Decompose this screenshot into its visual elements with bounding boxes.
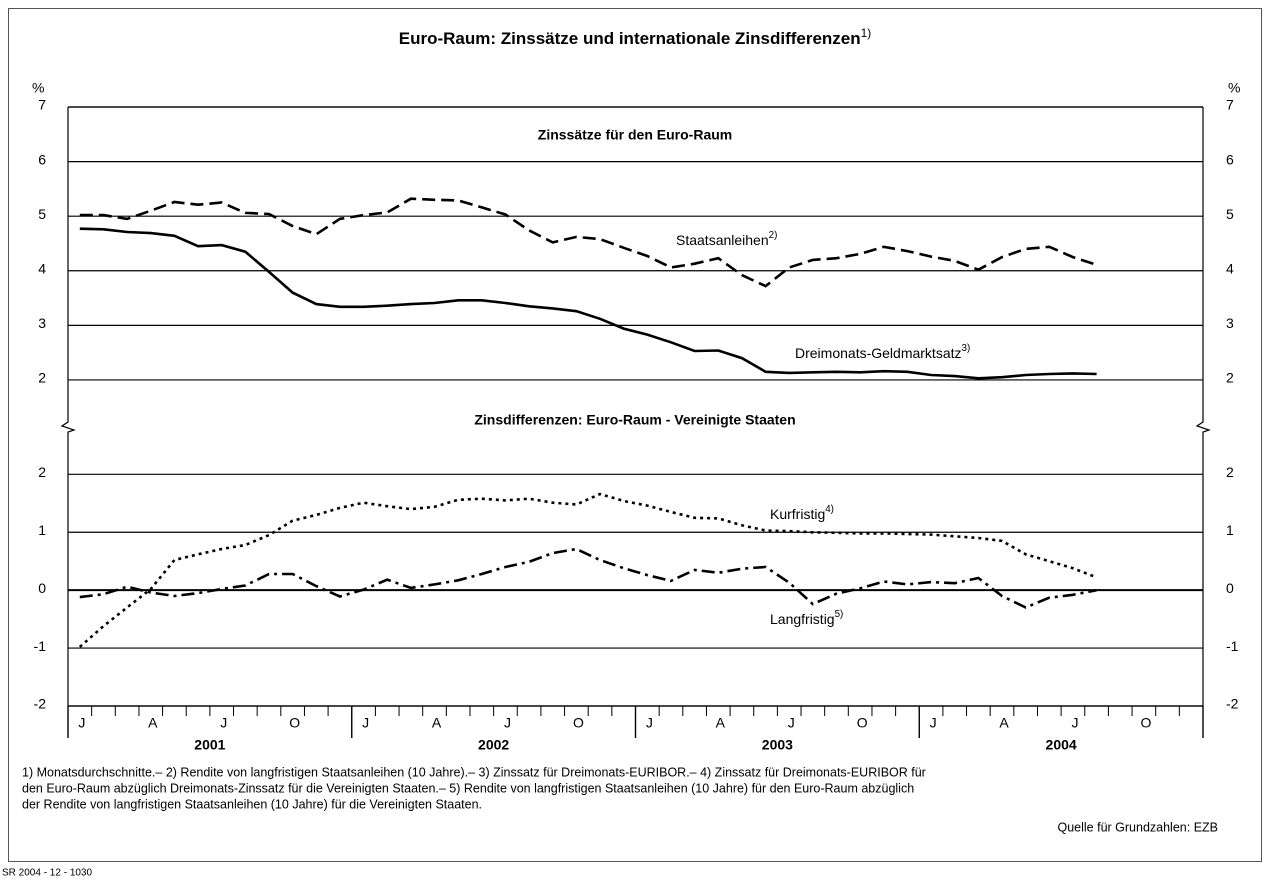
y-tick-label: 6 — [38, 151, 46, 167]
x-tick-label: J — [362, 715, 369, 731]
x-tick-label: A — [148, 715, 158, 731]
chart-title-note: 1) — [861, 26, 872, 40]
y-tick-label: 2 — [38, 370, 46, 386]
x-tick-label: O — [289, 715, 300, 731]
series-line — [78, 492, 1098, 648]
panel-title: Zinsdifferenzen: Euro-Raum - Vereinigte … — [474, 412, 795, 428]
unit-left: % — [32, 80, 44, 96]
series-label-text: Staatsanleihen — [676, 232, 769, 248]
series-label-note: 3) — [962, 343, 971, 354]
series-label: Staatsanleihen2) — [676, 230, 777, 248]
x-tick-label: A — [432, 715, 442, 731]
series-line — [79, 227, 1097, 380]
footnote: der Rendite von langfristigen Staatsanle… — [22, 797, 482, 811]
y-tick-label: 0 — [1226, 580, 1234, 596]
x-tick-label: J — [646, 715, 653, 731]
chart-title: Euro-Raum: Zinssätze und internationale … — [399, 26, 872, 48]
y-tick-label: 0 — [38, 580, 46, 596]
frame — [8, 8, 1262, 862]
series-label: Dreimonats-Geldmarktsatz3) — [795, 343, 970, 361]
x-tick-label: O — [573, 715, 584, 731]
x-tick-label: A — [716, 715, 726, 731]
y-tick-label: -1 — [34, 638, 47, 654]
y-tick-label: -2 — [34, 696, 47, 712]
series-label-text: Dreimonats-Geldmarktsatz — [795, 345, 962, 361]
y-tick-label: 2 — [1226, 370, 1234, 386]
y-tick-label: 2 — [38, 464, 46, 480]
axis-line — [1195, 107, 1211, 706]
x-tick-label: J — [1071, 715, 1078, 731]
y-tick-label: 2 — [1226, 464, 1234, 480]
x-tick-label: A — [999, 715, 1009, 731]
series-line — [79, 547, 1097, 609]
y-tick-label: 3 — [38, 315, 46, 331]
y-tick-label: 7 — [38, 97, 46, 113]
x-tick-label: O — [857, 715, 868, 731]
year-label: 2002 — [478, 737, 509, 753]
y-tick-label: -2 — [1226, 696, 1239, 712]
series-label: Kurfristig4) — [770, 504, 834, 522]
series-label-text: Langfristig — [770, 611, 835, 627]
x-tick-label: J — [78, 715, 85, 731]
series-label-text: Kurfristig — [770, 506, 825, 522]
panel-title: Zinssätze für den Euro-Raum — [538, 127, 732, 143]
x-tick-label: O — [1140, 715, 1151, 731]
y-tick-label: 6 — [1226, 151, 1234, 167]
y-tick-label: 1 — [1226, 522, 1234, 538]
x-tick-label: J — [788, 715, 795, 731]
year-label: 2001 — [194, 737, 225, 753]
source: Quelle für Grundzahlen: EZB — [1058, 820, 1219, 834]
x-tick-label: J — [930, 715, 937, 731]
y-tick-label: 3 — [1226, 315, 1234, 331]
footnote: den Euro-Raum abzüglich Dreimonats-Zinss… — [22, 781, 914, 795]
series-line — [79, 197, 1098, 288]
year-label: 2004 — [1046, 737, 1077, 753]
y-tick-label: 7 — [1226, 97, 1234, 113]
unit-right: % — [1228, 80, 1240, 96]
y-tick-label: 4 — [1226, 260, 1234, 276]
year-label: 2003 — [762, 737, 793, 753]
chart-title-text: Euro-Raum: Zinssätze und internationale … — [399, 29, 861, 48]
x-tick-label: J — [504, 715, 511, 731]
y-tick-label: 4 — [38, 260, 46, 276]
footnote: 1) Monatsdurchschnitte.– 2) Rendite von … — [22, 765, 926, 779]
series-label: Langfristig5) — [770, 609, 843, 627]
y-tick-label: 5 — [38, 206, 46, 222]
y-tick-label: 1 — [38, 522, 46, 538]
axis-line — [60, 107, 76, 706]
series-label-note: 2) — [769, 230, 778, 241]
code: SR 2004 - 12 - 1030 — [2, 868, 92, 879]
y-tick-label: -1 — [1226, 638, 1239, 654]
series-label-note: 5) — [835, 609, 844, 620]
y-tick-label: 5 — [1226, 206, 1234, 222]
series-label-note: 4) — [825, 504, 834, 515]
x-tick-label: J — [220, 715, 227, 731]
